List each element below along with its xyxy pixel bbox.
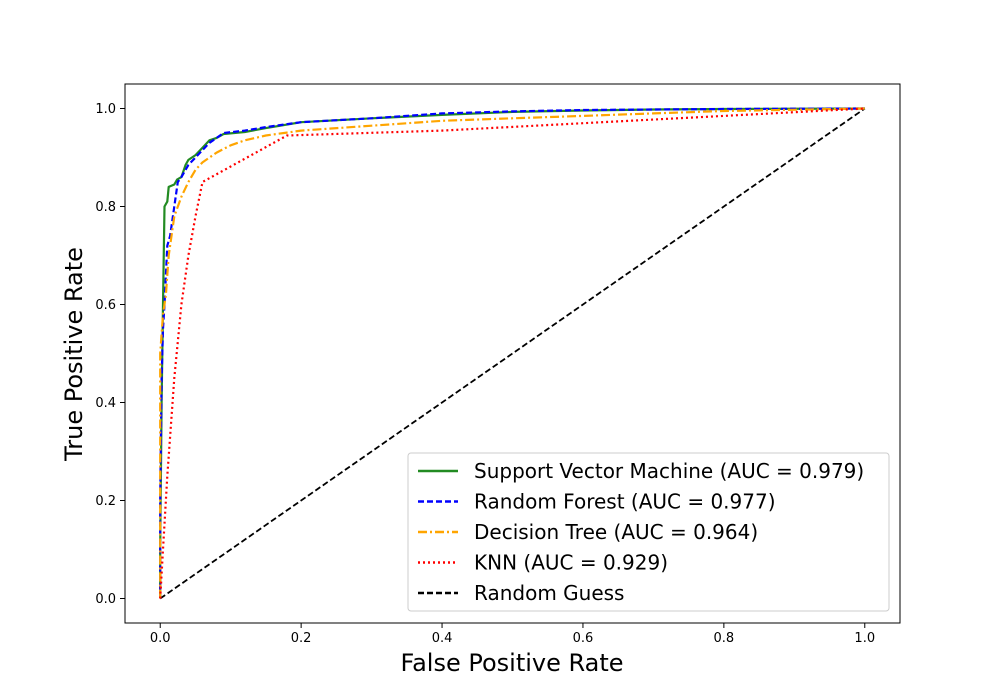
series-line-5 [159, 107, 866, 600]
x-tick-label: 0.6 [573, 631, 594, 646]
legend: Support Vector Machine (AUC = 0.979) Rand… [407, 452, 890, 612]
series-line-2 [159, 107, 865, 599]
y-axis-ticks: 0.0 0.2 0.4 0.6 0.8 1.0 [95, 102, 125, 607]
x-axis-ticks: 0.0 0.2 0.4 0.6 0.8 1.0 [150, 623, 875, 646]
y-tick-label: 0.4 [95, 396, 116, 411]
series-line-3 [159, 107, 865, 599]
x-tick-label: 0.8 [714, 631, 735, 646]
y-tick-label: 0.2 [95, 494, 116, 509]
y-tick-label: 0.0 [95, 592, 116, 607]
series-line-4 [159, 107, 865, 599]
x-axis-label: False Positive Rate [400, 649, 623, 677]
y-axis-label: True Positive Rate [60, 247, 88, 462]
y-tick-label: 0.6 [95, 298, 116, 313]
legend-label-2: Random Forest (AUC = 0.977) [474, 490, 776, 514]
legend-label-5: Random Guess [474, 581, 624, 605]
y-tick-label: 0.8 [95, 200, 116, 215]
y-tick-label: 1.0 [95, 102, 116, 117]
series-layer [159, 107, 866, 600]
legend-box [407, 452, 890, 612]
legend-label-1: Support Vector Machine (AUC = 0.979) [474, 459, 864, 483]
plot-frame [124, 83, 901, 624]
x-tick-label: 1.0 [854, 631, 875, 646]
x-tick-label: 0.0 [150, 631, 171, 646]
legend-label-3: Decision Tree (AUC = 0.964) [474, 520, 758, 544]
x-tick-label: 0.4 [432, 631, 453, 646]
x-tick-label: 0.2 [291, 631, 312, 646]
legend-label-4: KNN (AUC = 0.929) [474, 551, 668, 575]
